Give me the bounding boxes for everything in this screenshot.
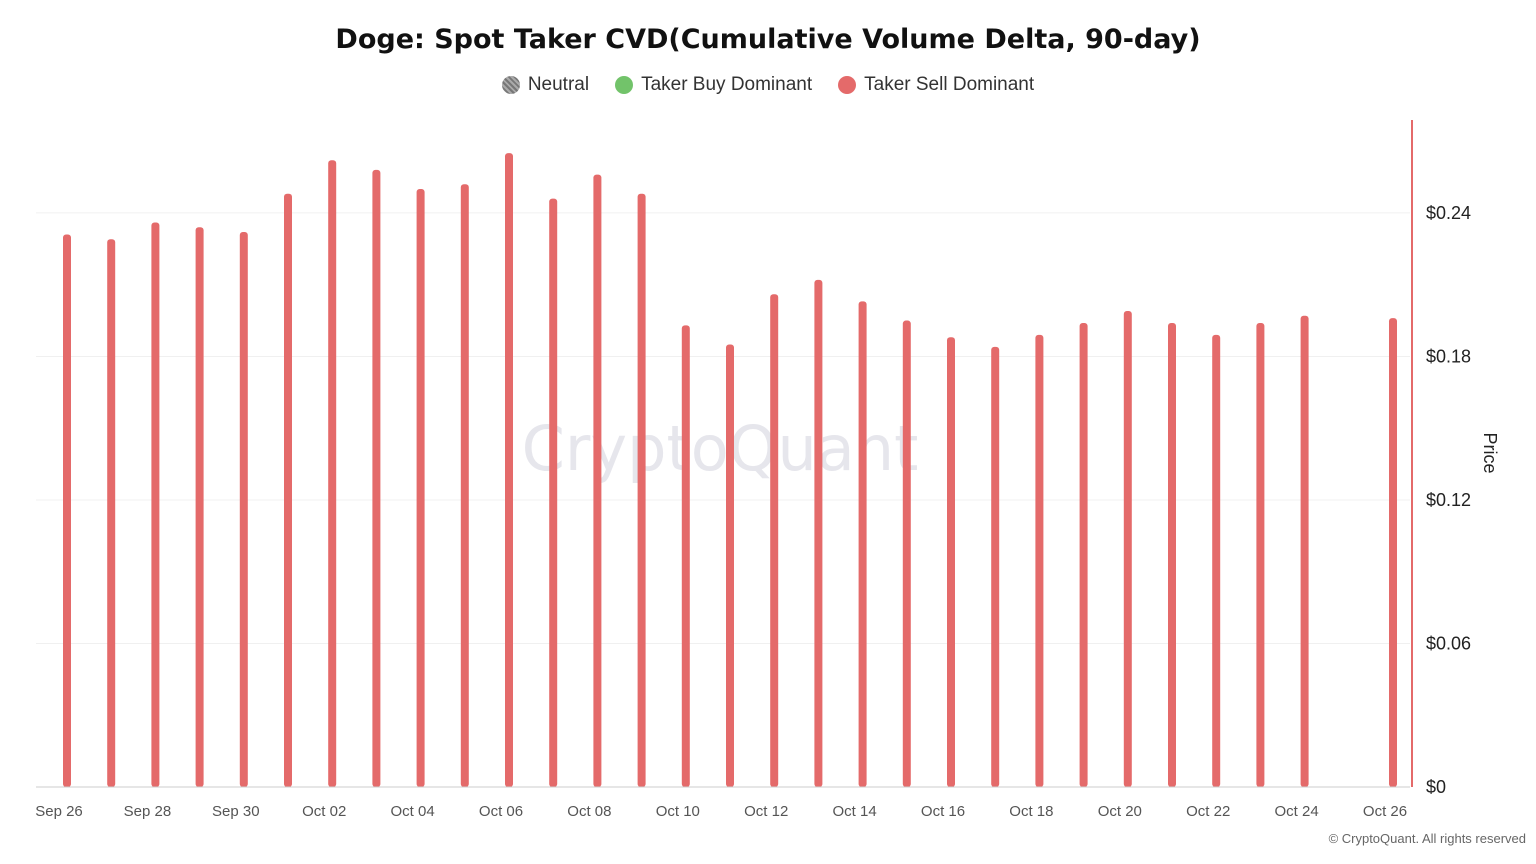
y-tick-label: $0 (1426, 777, 1446, 797)
bar-sep-29[interactable] (195, 227, 204, 788)
legend-item-taker-buy[interactable]: Taker Buy Dominant (615, 74, 812, 96)
x-tick-label: Oct 04 (391, 803, 435, 820)
bar-oct-09[interactable] (637, 193, 646, 787)
legend-dot-taker-buy (615, 76, 634, 94)
bar-sep-28[interactable] (151, 222, 160, 787)
copyright-text: © CryptoQuant. All rights reserved (1328, 831, 1526, 846)
x-tick-label: Oct 14 (833, 803, 877, 820)
y-tick-label: $0.06 (1426, 633, 1471, 653)
x-tick-label: Oct 10 (656, 803, 700, 820)
y-axis-label: Price (1480, 432, 1500, 473)
watermark: CryptoQuant (522, 412, 919, 485)
legend-label-neutral: Neutral (527, 74, 590, 95)
bar-oct-16[interactable] (947, 337, 955, 787)
x-tick-label: Oct 06 (479, 803, 523, 820)
bar-oct-17[interactable] (991, 346, 1000, 787)
bar-oct-19[interactable] (1079, 322, 1088, 787)
bar-oct-02[interactable] (328, 160, 337, 787)
bar-oct-21[interactable] (1168, 322, 1176, 787)
bar-oct-11[interactable] (726, 344, 734, 787)
bars-group (63, 153, 1397, 788)
x-tick-label: Oct 20 (1098, 803, 1142, 820)
x-tick-label: Sep 26 (35, 803, 83, 820)
x-tick-label: Oct 22 (1186, 803, 1230, 820)
bar-sep-27[interactable] (107, 239, 116, 787)
x-tick-label: Sep 28 (124, 803, 172, 820)
bar-oct-07[interactable] (549, 198, 558, 787)
legend-dot-neutral (501, 76, 520, 94)
chart-title: Doge: Spot Taker CVD(Cumulative Volume D… (335, 24, 1201, 55)
y-tick-label: $0.24 (1426, 203, 1471, 223)
bar-oct-05[interactable] (460, 184, 469, 787)
bar-oct-10[interactable] (681, 325, 690, 787)
chart-legend: Neutral Taker Buy Dominant Taker Sell Do… (0, 74, 1536, 96)
bar-oct-13[interactable] (814, 279, 823, 787)
bar-oct-22[interactable] (1212, 334, 1221, 787)
legend-item-neutral[interactable]: Neutral (501, 74, 590, 96)
legend-dot-taker-sell (838, 76, 857, 94)
bar-sep-26[interactable] (63, 234, 71, 787)
x-tick-label: Oct 12 (744, 803, 788, 820)
bar-oct-20[interactable] (1123, 310, 1132, 787)
x-tick-label: Oct 16 (921, 803, 965, 820)
legend-label-taker-buy: Taker Buy Dominant (641, 74, 813, 95)
y-axis-ticks: $0 $0.06 $0.12 $0.18 $0.24 (1426, 203, 1471, 797)
bar-oct-12[interactable] (770, 294, 779, 787)
y-tick-label: $0.18 (1426, 346, 1471, 366)
x-tick-label: Oct 08 (567, 803, 611, 820)
x-tick-label: Oct 02 (302, 803, 346, 820)
legend-label-taker-sell: Taker Sell Dominant (864, 74, 1035, 95)
bar-oct-01[interactable] (284, 193, 292, 787)
bar-oct-26[interactable] (1389, 318, 1397, 787)
x-tick-label: Sep 30 (212, 803, 260, 820)
grid-lines (36, 212, 1410, 644)
bar-oct-06[interactable] (505, 153, 513, 787)
bar-oct-15[interactable] (902, 320, 911, 787)
legend-item-taker-sell[interactable]: Taker Sell Dominant (838, 74, 1034, 96)
bar-oct-03[interactable] (372, 169, 381, 787)
y-tick-label: $0.12 (1426, 490, 1471, 510)
bar-oct-14[interactable] (858, 301, 867, 787)
x-tick-label: Oct 24 (1275, 803, 1319, 820)
bar-oct-08[interactable] (593, 174, 602, 787)
x-tick-label: Oct 18 (1009, 803, 1053, 820)
x-axis-ticks: Sep 26 Sep 28 Sep 30 Oct 02 Oct 04 Oct 06 Oct … (35, 803, 1407, 820)
bar-oct-18[interactable] (1035, 334, 1044, 787)
bar-oct-23[interactable] (1256, 322, 1265, 787)
x-tick-label: Oct 26 (1363, 803, 1407, 820)
bar-oct-04[interactable] (416, 189, 425, 787)
bar-sep-30[interactable] (239, 232, 248, 787)
bar-oct-24[interactable] (1300, 315, 1309, 787)
